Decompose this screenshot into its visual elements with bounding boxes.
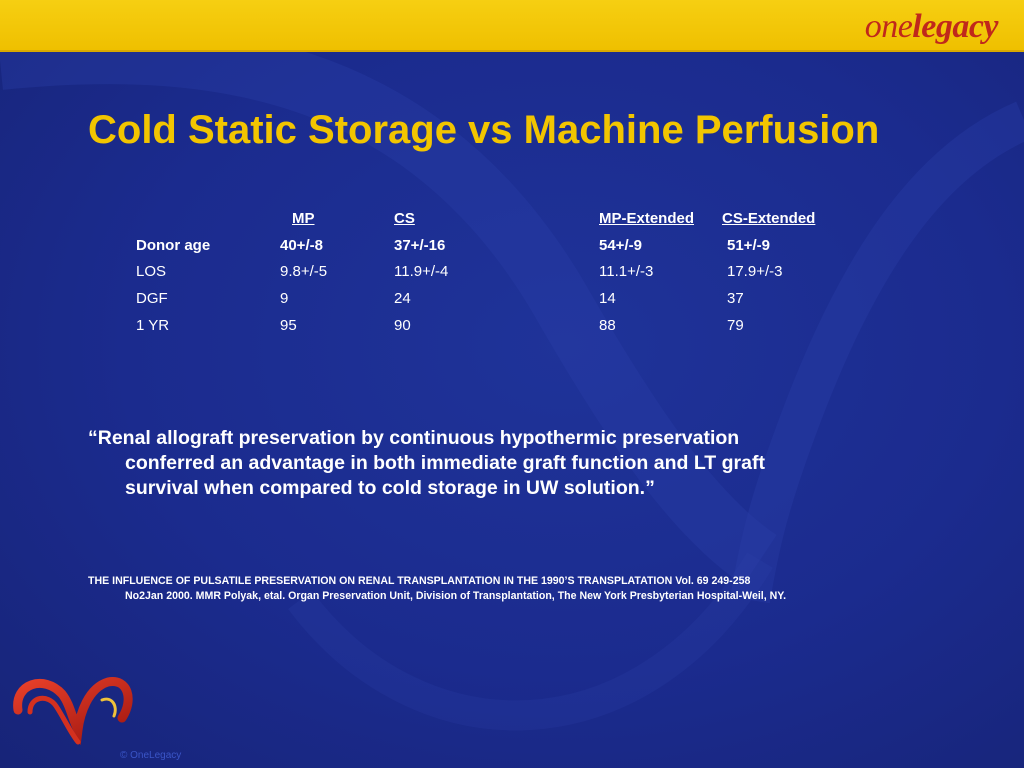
row-label-dgf: DGF: [136, 290, 168, 307]
row-label-1yr: 1 YR: [136, 317, 170, 334]
table-cell: 51+/-9: [727, 237, 770, 254]
table-cell: 14: [599, 290, 616, 307]
copyright-text: © OneLegacy: [120, 750, 182, 761]
top-banner-divider: [0, 50, 1024, 52]
reference-line: No2Jan 2000. MMR Polyak, etal. Organ Pre…: [125, 589, 787, 602]
onelegacy-logo: onelegacy: [864, 8, 999, 46]
header-mp-extended: MP-Extended: [599, 210, 695, 227]
table-cell: 90: [394, 317, 411, 334]
quote-line: conferred an advantage in both immediate…: [125, 452, 765, 474]
slide-title: Cold Static Storage vs Machine Perfusion: [88, 108, 880, 152]
table-cell: 11.1+/-3: [599, 263, 654, 280]
heart-swirl-icon: [13, 677, 133, 746]
quote-line: survival when compared to cold storage i…: [125, 477, 655, 499]
table-cell: 17.9+/-3: [727, 263, 783, 280]
table-cell: 11.9+/-4: [394, 263, 449, 280]
table-cell: 37: [727, 290, 744, 307]
quote-block: “Renal allograft preservation by continu…: [88, 426, 888, 501]
table-cell: 24: [394, 290, 411, 307]
top-banner: [0, 0, 1024, 50]
table-cell: 88: [599, 317, 616, 334]
table-cell: 79: [727, 317, 744, 334]
table-cell: 95: [280, 317, 297, 334]
reference-line: THE INFLUENCE OF PULSATILE PRESERVATION …: [88, 575, 751, 587]
header-mp: MP: [292, 210, 315, 227]
table-cell: 40+/-8: [280, 237, 323, 254]
reference-citation: THE INFLUENCE OF PULSATILE PRESERVATION …: [88, 574, 968, 603]
table-cell: 54+/-9: [599, 237, 642, 254]
header-cs: CS: [394, 210, 415, 227]
row-label-donor-age: Donor age: [136, 237, 211, 254]
logo-text-legacy: legacy: [912, 8, 998, 45]
table-cell: 37+/-16: [394, 237, 446, 254]
table-cell: 9: [280, 290, 289, 307]
row-label-los: LOS: [136, 263, 167, 280]
logo-text-one: one: [864, 8, 913, 45]
quote-line: “Renal allograft preservation by continu…: [88, 427, 740, 449]
header-cs-extended: CS-Extended: [722, 210, 816, 227]
table-cell: 9.8+/-5: [280, 263, 328, 280]
